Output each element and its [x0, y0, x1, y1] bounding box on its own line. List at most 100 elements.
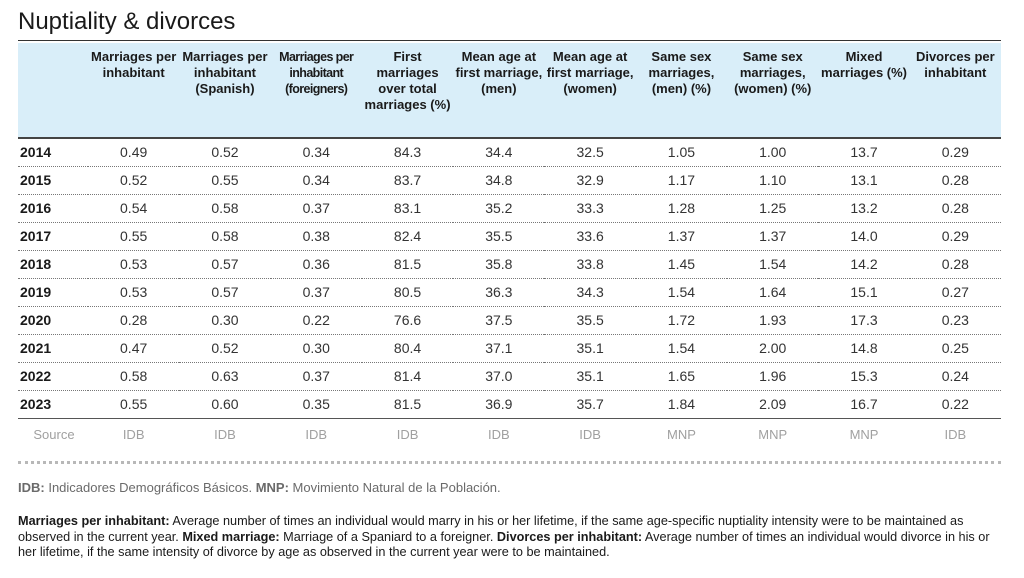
value-cell: 35.5 [544, 306, 636, 335]
header-cell-marriages-spanish: Marriages per inhabitant (Spanish) [179, 43, 271, 138]
value-cell: 0.60 [179, 390, 271, 419]
value-cell: 0.54 [88, 194, 180, 223]
value-cell: 0.34 [270, 166, 362, 195]
dotted-separator [18, 461, 1001, 464]
value-cell: 0.36 [270, 250, 362, 279]
source-cell: MNP [849, 426, 879, 442]
table-row: 2020 0.28 0.30 0.22 76.6 37.5 35.5 1.72 1.93 17.3… [18, 306, 1001, 335]
value-cell: 0.53 [88, 250, 180, 279]
year-cell: 2017 [18, 222, 88, 251]
header-row: Marriages per inhabitant Marriages per i… [18, 43, 1001, 138]
abbreviations-note: IDB: Indicadores Demográficos Básicos. M… [18, 480, 501, 495]
value-cell: 1.84 [635, 390, 728, 419]
value-cell: 0.37 [270, 362, 362, 391]
value-cell: 13.7 [818, 138, 910, 167]
value-cell: 1.96 [727, 362, 819, 391]
header-cell-year [18, 43, 88, 138]
value-cell: 36.9 [453, 390, 545, 419]
abbr-term: IDB: [18, 480, 45, 495]
value-cell: 34.4 [453, 138, 545, 167]
value-cell: 13.2 [818, 194, 910, 223]
value-cell: 0.37 [270, 194, 362, 223]
value-cell: 1.45 [635, 250, 728, 279]
value-cell: 0.58 [179, 194, 271, 223]
value-cell: 0.58 [179, 222, 271, 251]
year-cell: 2020 [18, 306, 88, 335]
value-cell: 13.1 [818, 166, 910, 195]
value-cell: 34.3 [544, 278, 636, 307]
value-cell: 80.5 [361, 278, 454, 307]
value-cell: 37.0 [453, 362, 545, 391]
value-cell: 35.5 [453, 222, 545, 251]
value-cell: 14.2 [818, 250, 910, 279]
table-row: 2022 0.58 0.63 0.37 81.4 37.0 35.1 1.65 1.96 15.3… [18, 362, 1001, 391]
value-cell: 1.17 [635, 166, 728, 195]
table-row: 2014 0.49 0.52 0.34 84.3 34.4 32.5 1.05 1.00 13.7… [18, 138, 1001, 167]
definitions-note: Marriages per inhabitant: Average number… [18, 514, 1008, 561]
value-cell: 1.72 [635, 306, 728, 335]
value-cell: 35.7 [544, 390, 636, 419]
header-cell-same-sex-women: Same sex marriages, (women) (%) [727, 43, 819, 138]
value-cell: 1.00 [727, 138, 819, 167]
abbr-term: MNP: [255, 480, 289, 495]
year-cell: 2016 [18, 194, 88, 223]
value-cell: 0.30 [270, 334, 362, 363]
header-cell-marriages-foreigners: Marriages per inhabitant (foreigners) [270, 43, 362, 138]
header-cell-divorces: Divorces per inhabitant [909, 43, 1001, 138]
value-cell: 83.7 [361, 166, 454, 195]
value-cell: 0.28 [909, 250, 1001, 279]
value-cell: 32.5 [544, 138, 636, 167]
value-cell: 1.54 [727, 250, 819, 279]
source-cell: IDB [396, 426, 419, 442]
header-cell-same-sex-men: Same sex marriages, (men) (%) [635, 43, 728, 138]
table-row: 2017 0.55 0.58 0.38 82.4 35.5 33.6 1.37 1.37 14.0… [18, 222, 1001, 251]
source-row: Source IDB IDB IDB IDB IDB IDB MNP MNP MNP IDB [18, 418, 1001, 450]
value-cell: 1.37 [727, 222, 819, 251]
definition-term: Divorces per inhabitant: [496, 529, 643, 544]
value-cell: 0.52 [88, 166, 180, 195]
table-header: Marriages per inhabitant Marriages per i… [18, 43, 1001, 138]
abbr-text: Movimiento Natural de la Población. [288, 480, 501, 495]
value-cell: 0.55 [179, 166, 271, 195]
value-cell: 32.9 [544, 166, 636, 195]
definition-text: Average number of times an individual wo… [18, 529, 990, 560]
value-cell: 0.28 [88, 306, 180, 335]
source-cell: MNP [758, 426, 788, 442]
value-cell: 14.8 [818, 334, 910, 363]
value-cell: 35.2 [453, 194, 545, 223]
value-cell: 0.55 [88, 222, 180, 251]
value-cell: 0.38 [270, 222, 362, 251]
source-cell: MNP [666, 426, 696, 442]
value-cell: 15.1 [818, 278, 910, 307]
source-cell: IDB [122, 426, 145, 442]
definition-text: Average number of times an individual wo… [18, 514, 964, 544]
data-table: Marriages per inhabitant Marriages per i… [18, 43, 1001, 450]
source-label: Source [33, 426, 75, 442]
year-cell: 2014 [18, 138, 88, 167]
value-cell: 0.49 [88, 138, 180, 167]
value-cell: 0.37 [270, 278, 362, 307]
value-cell: 0.47 [88, 334, 180, 363]
page-title: Nuptiality & divorces [18, 8, 236, 35]
value-cell: 16.7 [818, 390, 910, 419]
value-cell: 83.1 [361, 194, 454, 223]
value-cell: 0.57 [179, 250, 271, 279]
value-cell: 0.28 [909, 166, 1001, 195]
value-cell: 1.54 [635, 278, 728, 307]
value-cell: 35.1 [544, 334, 636, 363]
definition-term: Mixed marriage: [182, 529, 280, 544]
year-cell: 2019 [18, 278, 88, 307]
table-body: 2014 0.49 0.52 0.34 84.3 34.4 32.5 1.05 1.00 13.7… [18, 138, 1001, 450]
table-row: 2023 0.55 0.60 0.35 81.5 36.9 35.7 1.84 2.09 16.7… [18, 390, 1001, 419]
value-cell: 76.6 [361, 306, 454, 335]
value-cell: 1.65 [635, 362, 728, 391]
value-cell: 0.29 [909, 138, 1001, 167]
header-cell-mixed-marriages: Mixed marriages (%) [818, 43, 910, 138]
value-cell: 1.54 [635, 334, 728, 363]
definition-text: Marriage of a Spaniard to a foreigner. [279, 529, 497, 544]
value-cell: 0.58 [88, 362, 180, 391]
value-cell: 33.6 [544, 222, 636, 251]
abbr-text: Indicadores Demográficos Básicos. [44, 480, 256, 495]
value-cell: 84.3 [361, 138, 454, 167]
value-cell: 33.8 [544, 250, 636, 279]
